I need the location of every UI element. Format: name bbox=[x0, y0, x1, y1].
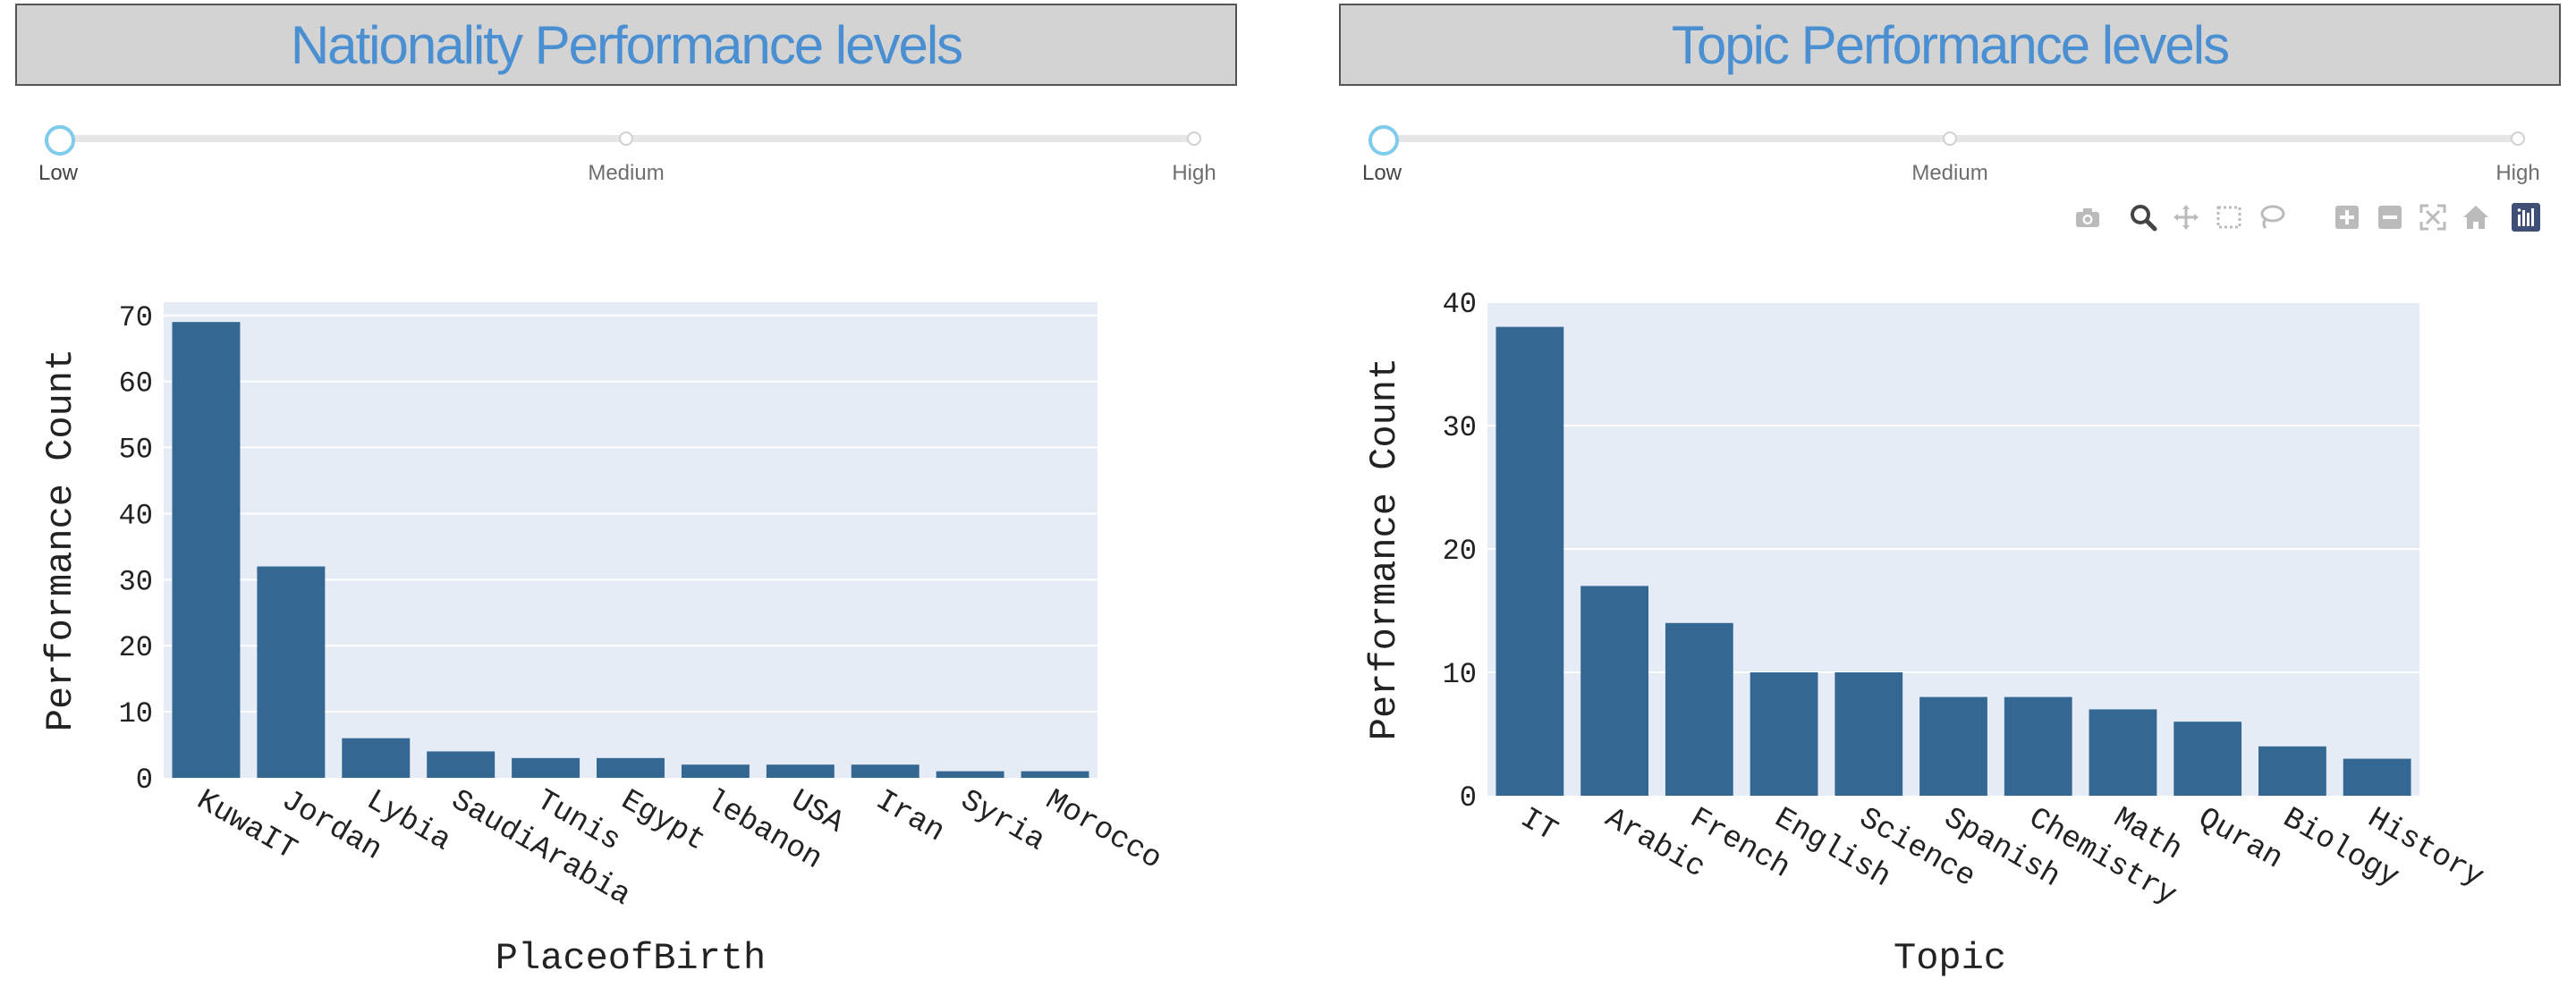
bar[interactable] bbox=[1580, 586, 1648, 796]
y-tick-label: 10 bbox=[1443, 658, 1477, 691]
slider-label-high[interactable]: High bbox=[2496, 161, 2540, 185]
plotly-logo-icon[interactable] bbox=[2511, 202, 2541, 232]
y-tick-label: 0 bbox=[136, 764, 153, 797]
y-axis-title: Performance Count bbox=[39, 349, 82, 731]
slider-label-medium[interactable]: Medium bbox=[1911, 161, 1988, 185]
slider-tick-high[interactable] bbox=[1187, 131, 1201, 146]
slider-handle[interactable] bbox=[45, 125, 75, 156]
bar[interactable] bbox=[1665, 622, 1733, 796]
reset-axes-icon[interactable] bbox=[2461, 202, 2491, 232]
bar[interactable] bbox=[2004, 696, 2072, 796]
y-axis-title: Performance Count bbox=[1363, 358, 1406, 740]
bar[interactable] bbox=[1021, 771, 1089, 778]
zoom-in-icon[interactable] bbox=[2332, 202, 2362, 232]
box-select-icon[interactable] bbox=[2214, 202, 2244, 232]
bar[interactable] bbox=[1835, 672, 1903, 796]
bar[interactable] bbox=[597, 757, 665, 778]
x-tick-label: Egypt bbox=[615, 784, 711, 859]
y-tick-label: 20 bbox=[1443, 535, 1477, 568]
slider-tick-high[interactable] bbox=[2511, 131, 2525, 146]
slider-handle[interactable] bbox=[1368, 125, 1399, 156]
panel-title-box: Topic Performance levels bbox=[1339, 4, 2561, 86]
nationality-bar-chart[interactable]: 010203040506070KuwaITJordanLybiaSaudiAra… bbox=[15, 0, 1250, 996]
slider-label-high[interactable]: High bbox=[1172, 161, 1216, 185]
bar[interactable] bbox=[2089, 709, 2157, 796]
x-tick-label: Syria bbox=[954, 784, 1050, 859]
bar[interactable] bbox=[257, 566, 326, 778]
bar[interactable] bbox=[342, 738, 411, 778]
x-tick-label: Morocco bbox=[1039, 784, 1167, 877]
y-tick-label: 0 bbox=[1460, 781, 1477, 815]
slider-tick-medium[interactable] bbox=[1943, 131, 1957, 146]
zoom-icon[interactable] bbox=[2128, 202, 2158, 232]
bar[interactable] bbox=[2174, 722, 2242, 796]
bar[interactable] bbox=[427, 751, 496, 778]
x-axis-title: Topic bbox=[1894, 937, 2006, 980]
panel-title-box: Nationality Performance levels bbox=[15, 4, 1237, 86]
chart-modebar bbox=[2072, 202, 2541, 238]
zoom-out-icon[interactable] bbox=[2375, 202, 2405, 232]
pan-icon[interactable] bbox=[2171, 202, 2201, 232]
x-tick-label: IT bbox=[1514, 802, 1563, 849]
topic-panel: Topic Performance levels Low Medium High bbox=[1339, 0, 2573, 996]
bar[interactable] bbox=[681, 764, 750, 778]
bar[interactable] bbox=[512, 757, 580, 778]
y-tick-label: 50 bbox=[119, 434, 153, 467]
performance-level-slider[interactable]: Low Medium High bbox=[1339, 116, 2561, 197]
bar[interactable] bbox=[851, 764, 919, 778]
bar[interactable] bbox=[1919, 696, 1987, 796]
x-axis-title: PlaceofBirth bbox=[496, 937, 766, 980]
lasso-icon[interactable] bbox=[2257, 202, 2287, 232]
y-tick-label: 40 bbox=[119, 499, 153, 532]
panel-title: Nationality Performance levels bbox=[290, 14, 963, 75]
x-tick-label: Quran bbox=[2192, 802, 2288, 877]
panel-title: Topic Performance levels bbox=[1671, 14, 2230, 75]
bar[interactable] bbox=[2343, 758, 2411, 796]
x-tick-label: Iran bbox=[869, 784, 950, 850]
autoscale-icon[interactable] bbox=[2418, 202, 2448, 232]
bar[interactable] bbox=[1496, 326, 1564, 797]
slider-label-low[interactable]: Low bbox=[38, 161, 79, 185]
slider-label-medium[interactable]: Medium bbox=[588, 161, 665, 185]
y-tick-label: 10 bbox=[119, 697, 153, 730]
performance-level-slider[interactable]: Low Medium High bbox=[15, 116, 1237, 197]
y-tick-label: 30 bbox=[119, 565, 153, 598]
bar[interactable] bbox=[766, 764, 835, 778]
y-tick-label: 30 bbox=[1443, 411, 1477, 444]
bar[interactable] bbox=[172, 322, 241, 778]
slider-tick-medium[interactable] bbox=[619, 131, 633, 146]
bar[interactable] bbox=[2258, 746, 2326, 796]
y-tick-label: 40 bbox=[1443, 288, 1477, 321]
camera-icon[interactable] bbox=[2072, 202, 2103, 232]
slider-label-low[interactable]: Low bbox=[1361, 161, 1402, 185]
nationality-panel: Nationality Performance levels Low Mediu… bbox=[15, 0, 1250, 996]
y-tick-label: 60 bbox=[119, 367, 153, 401]
bar[interactable] bbox=[1750, 672, 1818, 796]
y-tick-label: 20 bbox=[119, 631, 153, 664]
y-tick-label: 70 bbox=[119, 301, 153, 334]
bar[interactable] bbox=[936, 771, 1004, 778]
